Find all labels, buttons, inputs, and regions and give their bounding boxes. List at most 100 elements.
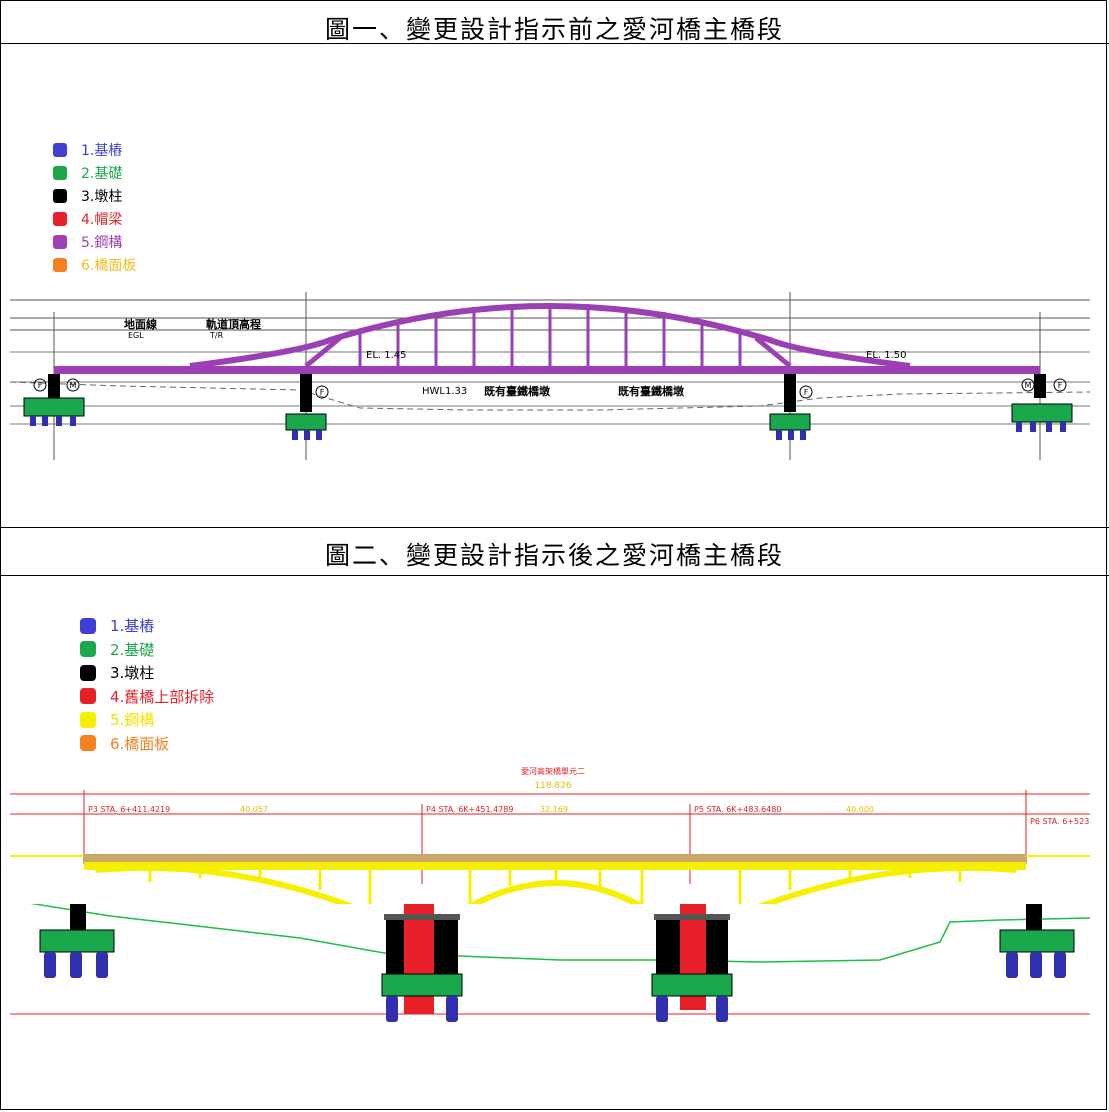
station-p6: P6 STA. 6+523 <box>1030 817 1089 826</box>
deck-swatch <box>53 257 67 272</box>
svg-text:F: F <box>320 388 325 397</box>
piles <box>656 996 728 1022</box>
track-sub: T/R <box>209 331 224 340</box>
steel-arch <box>758 864 1017 904</box>
legend-label: 3.墩柱 <box>110 664 155 683</box>
svg-text:F: F <box>38 381 43 390</box>
figure-1-caption: 圖一、變更設計指示前之愛河橋主橋段 <box>324 15 784 44</box>
deck-swatch <box>80 735 96 752</box>
station-p3: P3 STA. 6+411.4219 <box>88 805 170 814</box>
pile-swatch <box>80 617 96 634</box>
span-3: 40.000 <box>846 805 874 814</box>
arch-rib <box>304 336 342 368</box>
footing <box>39 929 115 953</box>
legend-item: 1.基樁 <box>80 614 214 638</box>
legend-label: 2.基礎 <box>81 165 123 182</box>
pier-column <box>784 374 796 412</box>
steel-swatch <box>53 234 67 249</box>
existing-pier-note: 既有臺鐵橋墩 <box>618 384 685 398</box>
row-divider <box>0 43 1109 44</box>
elevation-left: EL. 1.45 <box>366 350 407 361</box>
old-pier-removal <box>404 904 434 1014</box>
legend-item: 2.基礎 <box>53 161 136 184</box>
hwl-label: HWL1.33 <box>422 386 467 397</box>
legend-label: 1.基樁 <box>110 617 155 636</box>
footing <box>769 413 811 431</box>
piles <box>30 416 1066 440</box>
legend-item: 1.基樁 <box>53 138 136 161</box>
ground-label: 地面線 <box>124 317 157 331</box>
figure-1-legend: 1.基樁 2.基礎 3.墩柱 4.帽梁 5.鋼構 6.橋面板 <box>53 138 136 276</box>
steel-arch <box>95 864 354 904</box>
track-label: 軌道頂高程 <box>206 317 261 331</box>
pier-column <box>48 374 60 398</box>
legend-item: 2.基礎 <box>80 638 214 662</box>
pier-column <box>300 374 312 412</box>
legend-label: 6.橋面板 <box>81 257 137 274</box>
unit-title: 愛河高架橋單元二 <box>521 766 585 776</box>
legend-item: 5.鋼構 <box>80 708 214 732</box>
legend-label: 4.帽梁 <box>81 211 123 228</box>
ground-sub: EGL <box>128 331 144 340</box>
arch-hangers <box>358 303 742 366</box>
figure-2-legend: 1.基樁 2.基礎 3.墩柱 4.舊橋上部拆除 5.鋼構 6.橋面板 <box>80 614 214 755</box>
figure-1-bridge-drawing: 地面線 EGL 軌道頂高程 T/R EL. 1.45 EL. 1.50 HWL1… <box>9 292 1091 460</box>
legend-item: 6.橋面板 <box>80 732 214 756</box>
footing <box>1011 403 1073 423</box>
svg-text:M: M <box>1025 381 1032 390</box>
legend-label: 3.墩柱 <box>81 188 123 205</box>
span-2: 32.169 <box>540 805 568 814</box>
pier-swatch <box>80 664 96 681</box>
row-divider <box>0 575 1109 576</box>
deck-slab <box>84 854 1026 862</box>
legend-label: 5.鋼構 <box>110 711 155 730</box>
row-divider <box>0 527 1109 528</box>
legend-label: 2.基礎 <box>110 640 155 659</box>
legend-label: 1.基樁 <box>81 142 123 159</box>
station-p4: P4 STA. 6K+451.4789 <box>426 805 513 814</box>
existing-pier-note: 既有臺鐵橋墩 <box>484 384 551 398</box>
cap-beam <box>654 914 730 920</box>
pier-swatch <box>53 188 67 203</box>
pile-swatch <box>53 142 67 157</box>
abutment-wall <box>1026 904 1042 930</box>
legend-item: 4.帽梁 <box>53 207 136 230</box>
station-p5: P5 STA. 6K+483.6480 <box>694 805 781 814</box>
ground-line <box>9 381 1091 411</box>
removal-swatch <box>80 688 96 705</box>
steel-girder <box>84 862 1026 870</box>
piles <box>44 952 108 978</box>
legend-label: 5.鋼構 <box>81 234 123 251</box>
arch-rib <box>754 336 792 368</box>
legend-item: 4.舊橋上部拆除 <box>80 685 214 709</box>
support-markers: F M F F M F <box>33 378 1067 399</box>
svg-text:F: F <box>804 388 809 397</box>
arch-struts <box>148 870 962 904</box>
legend-label: 6.橋面板 <box>110 734 170 753</box>
piles <box>1006 952 1066 978</box>
footing <box>381 973 463 997</box>
foundation-swatch <box>80 641 96 658</box>
piles <box>386 996 458 1022</box>
legend-item: 3.墩柱 <box>53 184 136 207</box>
svg-text:M: M <box>70 381 77 390</box>
legend-item: 5.鋼構 <box>53 230 136 253</box>
figure-2-substructure <box>10 904 1091 1022</box>
cap-beam-swatch <box>53 211 67 226</box>
span-1: 40.057 <box>240 805 268 814</box>
footing <box>285 413 327 431</box>
steel-swatch <box>80 711 96 728</box>
footing <box>23 397 85 417</box>
footing <box>999 929 1075 953</box>
deck <box>54 366 1040 374</box>
cap-beam <box>384 914 460 920</box>
legend-item: 6.橋面板 <box>53 253 136 276</box>
pier-column <box>1034 374 1046 398</box>
legend-item: 3.墩柱 <box>80 661 214 685</box>
elevation-right: EL. 1.50 <box>866 350 907 361</box>
total-span: 118.826 <box>534 781 571 791</box>
foundation-swatch <box>53 165 67 180</box>
legend-label: 4.舊橋上部拆除 <box>110 687 215 706</box>
figure-2-bridge-drawing: 愛河高架橋單元二 118.826 P3 STA. 6+411.4219 40.0… <box>10 766 1090 904</box>
svg-text:F: F <box>1058 381 1063 390</box>
